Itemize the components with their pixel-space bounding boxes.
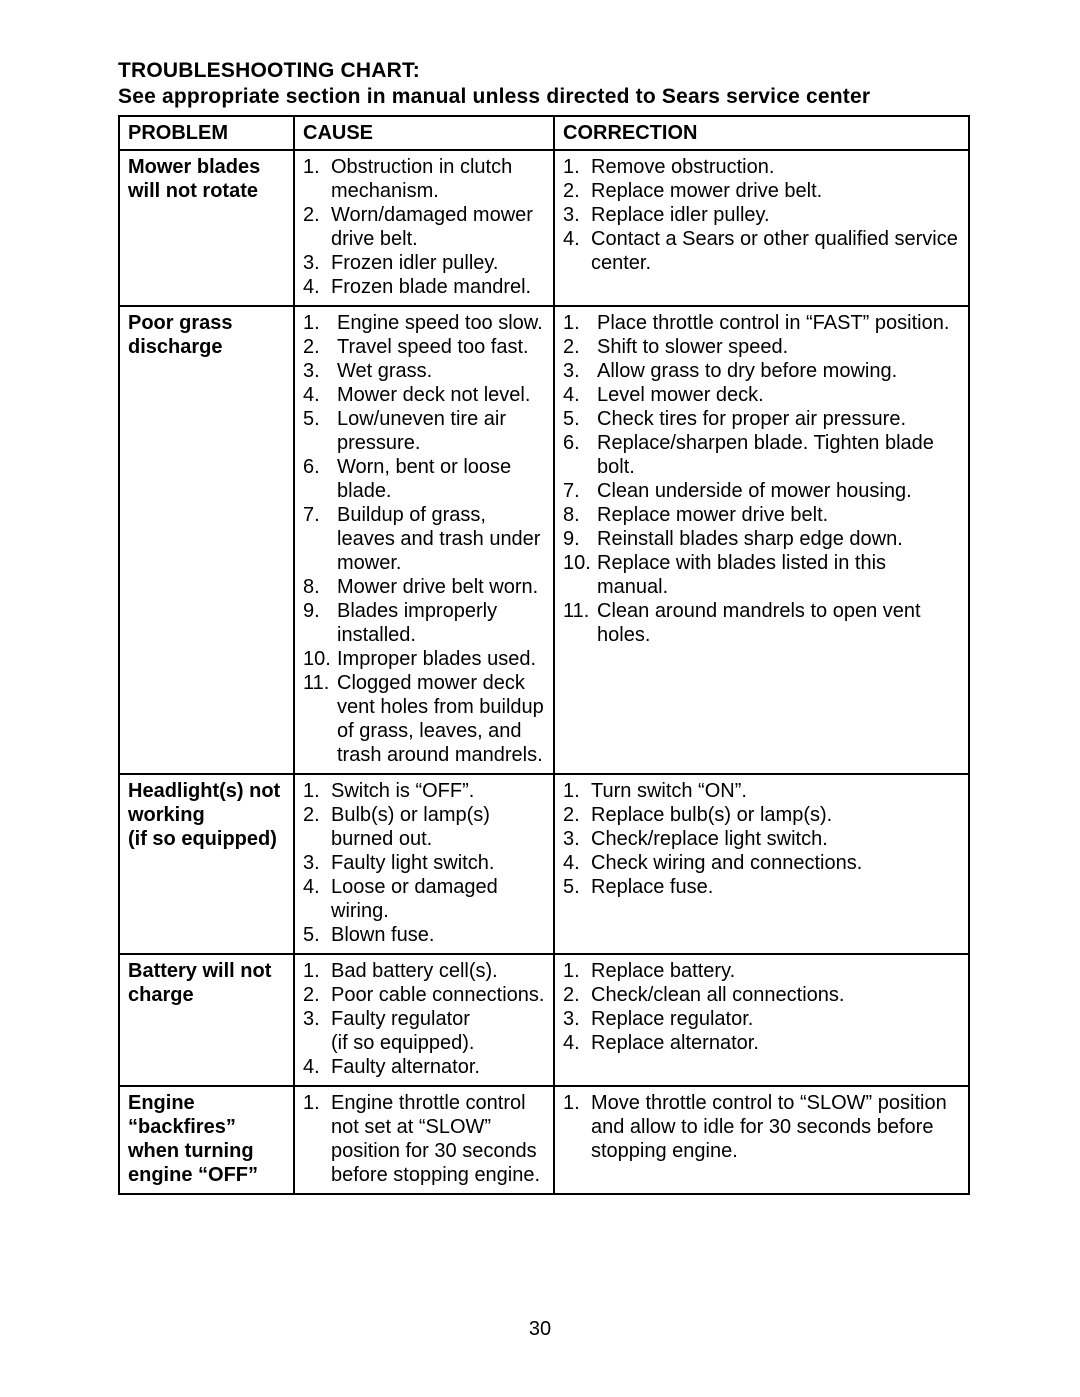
list-item: 1.Place throttle control in “FAST” posit… [563,311,962,335]
list-item: 4.Contact a Sears or other qualified ser… [563,227,962,275]
list-item: 2.Poor cable connections. [303,983,547,1007]
page-number: 30 [0,1318,1080,1341]
list-item: 3.Replace idler pulley. [563,203,962,227]
cause-list: 1.Engine throttle control not set at “SL… [303,1091,547,1187]
manual-page: TROUBLESHOOTING CHART: See appropriate s… [0,0,1080,1397]
col-cause: CAUSE [294,116,554,150]
list-item: 2.Shift to slower speed. [563,335,962,359]
problem-cell: Engine “backfires” when turning engine “… [119,1086,294,1194]
table-row: Poor grass discharge 1.Engine speed too … [119,306,969,774]
list-item: 2.Replace mower drive belt. [563,179,962,203]
col-correction: CORRECTION [554,116,969,150]
list-item: 4.Mower deck not level. [303,383,547,407]
cause-cell: 1.Engine speed too slow.2.Travel speed t… [294,306,554,774]
cause-list: 1.Engine speed too slow.2.Travel speed t… [303,311,547,767]
list-item: 4.Check wiring and connections. [563,851,962,875]
table-row: Mower blades will not rotate 1.Obstructi… [119,150,969,306]
list-item: 2.Bulb(s) or lamp(s) burned out. [303,803,547,851]
correction-list: 1.Turn switch “ON”.2.Replace bulb(s) or … [563,779,962,899]
cause-cell: 1.Switch is “OFF”.2.Bulb(s) or lamp(s) b… [294,774,554,954]
list-item: 4.Faulty alternator. [303,1055,547,1079]
list-item: 2.Worn/damaged mower drive belt. [303,203,547,251]
list-item: 2.Replace bulb(s) or lamp(s). [563,803,962,827]
list-item: 1.Switch is “OFF”. [303,779,547,803]
table-row: Headlight(s) not working(if so equipped)… [119,774,969,954]
list-item: 4.Replace alternator. [563,1031,962,1055]
cause-cell: 1.Bad battery cell(s).2.Poor cable conne… [294,954,554,1086]
list-item: 2.Travel speed too fast. [303,335,547,359]
list-item: 4.Level mower deck. [563,383,962,407]
chart-subtitle: See appropriate section in manual unless… [118,84,970,110]
list-item: 10.Replace with blades listed in this ma… [563,551,962,599]
chart-heading: TROUBLESHOOTING CHART: See appropriate s… [118,58,970,111]
correction-cell: 1.Replace battery.2.Check/clean all conn… [554,954,969,1086]
list-item: 5.Replace fuse. [563,875,962,899]
problem-cell: Mower blades will not rotate [119,150,294,306]
correction-list: 1.Move throttle control to “SLOW” positi… [563,1091,962,1163]
cause-cell: 1.Engine throttle control not set at “SL… [294,1086,554,1194]
list-item: 6.Worn, bent or loose blade. [303,455,547,503]
list-item: 9.Blades improperly installed. [303,599,547,647]
list-item: 1.Engine speed too slow. [303,311,547,335]
list-item: 2.Check/clean all connections. [563,983,962,1007]
list-item: 3.Wet grass. [303,359,547,383]
list-item: 1.Turn switch “ON”. [563,779,962,803]
correction-list: 1.Remove obstruction.2.Replace mower dri… [563,155,962,275]
cause-list: 1.Obstruction in clutch mechanism.2.Worn… [303,155,547,299]
problem-cell: Poor grass discharge [119,306,294,774]
correction-cell: 1.Remove obstruction.2.Replace mower dri… [554,150,969,306]
list-item: 3.Faulty regulator(if so equipped). [303,1007,547,1055]
correction-cell: 1.Turn switch “ON”.2.Replace bulb(s) or … [554,774,969,954]
list-item: 8.Mower drive belt worn. [303,575,547,599]
problem-cell: Battery will not charge [119,954,294,1086]
list-item: 1.Engine throttle control not set at “SL… [303,1091,547,1187]
correction-list: 1.Place throttle control in “FAST” posit… [563,311,962,695]
list-item: 6.Replace/sharpen blade. Tighten blade b… [563,431,962,479]
list-item: 11.Clean around mandrels to open vent ho… [563,599,962,695]
list-item: 4.Loose or damaged wiring. [303,875,547,923]
list-item: 3.Faulty light switch. [303,851,547,875]
cause-list: 1.Switch is “OFF”.2.Bulb(s) or lamp(s) b… [303,779,547,947]
list-item: 7.Buildup of grass, leaves and trash und… [303,503,547,575]
list-item: 1.Bad battery cell(s). [303,959,547,983]
col-problem: PROBLEM [119,116,294,150]
chart-title: TROUBLESHOOTING CHART: [118,59,420,82]
table-row: Engine “backfires” when turning engine “… [119,1086,969,1194]
list-item: 3.Allow grass to dry before mowing. [563,359,962,383]
problem-cell: Headlight(s) not working(if so equipped) [119,774,294,954]
list-item: 3.Replace regulator. [563,1007,962,1031]
list-item: 4.Frozen blade mandrel. [303,275,547,299]
correction-cell: 1.Move throttle control to “SLOW” positi… [554,1086,969,1194]
list-item: 1.Move throttle control to “SLOW” positi… [563,1091,962,1163]
list-item: 3.Check/replace light switch. [563,827,962,851]
list-item: 11.Clogged mower deck vent holes from bu… [303,671,547,767]
correction-cell: 1.Place throttle control in “FAST” posit… [554,306,969,774]
list-item: 9.Reinstall blades sharp edge down. [563,527,962,551]
table-row: Battery will not charge 1.Bad battery ce… [119,954,969,1086]
troubleshooting-table: PROBLEM CAUSE CORRECTION Mower blades wi… [118,115,970,1195]
list-item: 1.Obstruction in clutch mechanism. [303,155,547,203]
list-item: 1.Remove obstruction. [563,155,962,179]
list-item: 5.Check tires for proper air pressure. [563,407,962,431]
table-header-row: PROBLEM CAUSE CORRECTION [119,116,969,150]
list-item: 5.Blown fuse. [303,923,547,947]
list-item: 3.Frozen idler pulley. [303,251,547,275]
list-item: 5.Low/uneven tire air pressure. [303,407,547,455]
list-item: 7.Clean underside of mower housing. [563,479,962,503]
list-item: 8.Replace mower drive belt. [563,503,962,527]
list-item: 1.Replace battery. [563,959,962,983]
cause-cell: 1.Obstruction in clutch mechanism.2.Worn… [294,150,554,306]
list-item: 10.Improper blades used. [303,647,547,671]
correction-list: 1.Replace battery.2.Check/clean all conn… [563,959,962,1055]
cause-list: 1.Bad battery cell(s).2.Poor cable conne… [303,959,547,1079]
